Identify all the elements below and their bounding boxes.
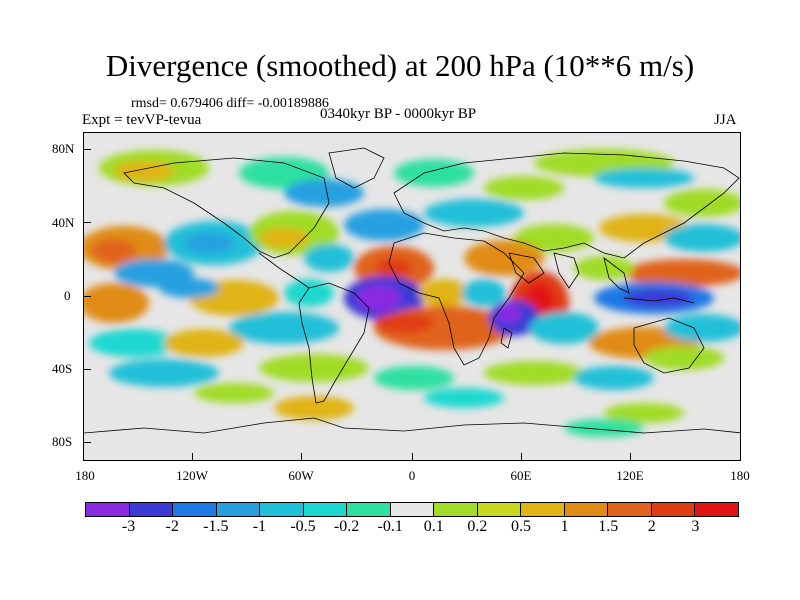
y-label-0: 0 xyxy=(64,288,71,303)
field-svg xyxy=(84,147,740,437)
season-label: JJA xyxy=(714,112,737,128)
colorbar-segment xyxy=(129,503,174,516)
colorbar-segment xyxy=(477,503,522,516)
y-tick-80s xyxy=(83,442,91,443)
colorbar-segment xyxy=(173,503,217,516)
colorbar-segment xyxy=(86,503,130,516)
colorbar-label: -1 xyxy=(252,518,267,535)
colorbar-segment xyxy=(651,503,696,516)
chart-title: Divergence (smoothed) at 200 hPa (10**6 … xyxy=(105,48,695,83)
period-label: 0340kyr BP - 0000kyr BP xyxy=(320,106,477,122)
colorbar-label: 2 xyxy=(647,518,656,535)
y-label-80n: 80N xyxy=(52,141,75,156)
x-label-60e: 60E xyxy=(510,468,532,483)
colorbar-label: -0.5 xyxy=(290,518,316,535)
x-tick-120e xyxy=(630,453,631,461)
divergence-field xyxy=(84,149,740,437)
colorbar-label: -0.2 xyxy=(333,518,360,535)
colorbar-label: -0.1 xyxy=(377,518,403,535)
colorbar-segment xyxy=(608,503,652,516)
colorbar-segment xyxy=(347,503,391,516)
x-label-60w: 60W xyxy=(288,468,314,483)
x-tick-60e xyxy=(521,453,522,461)
colorbar-segment xyxy=(564,503,609,516)
divergence-map xyxy=(83,132,741,461)
colorbar-label: 0.1 xyxy=(423,518,444,535)
colorbar-label: -3 xyxy=(121,518,136,535)
x-label-120w: 120W xyxy=(176,468,208,483)
colorbar-segment xyxy=(434,503,478,516)
y-tick-40s xyxy=(83,369,91,370)
colorbar-label: 3 xyxy=(691,518,700,535)
colorbar xyxy=(85,502,739,517)
colorbar-label: 0.5 xyxy=(511,518,531,535)
x-tick-60w xyxy=(301,453,302,461)
x-label-120e: 120E xyxy=(616,468,644,483)
x-tick-0 xyxy=(412,453,413,461)
colorbar-segment xyxy=(390,503,435,516)
colorbar-label: -2 xyxy=(165,518,179,535)
colorbar-label: 0.2 xyxy=(467,518,488,535)
x-tick-120w xyxy=(192,453,193,461)
experiment-label: Expt = tevVP-tevua xyxy=(82,112,202,128)
colorbar-segment xyxy=(521,503,565,516)
y-tick-0 xyxy=(83,296,91,297)
y-label-40n: 40N xyxy=(52,215,75,230)
x-label-180e: 180 xyxy=(730,468,750,483)
colorbar-label: 1.5 xyxy=(598,518,619,535)
colorbar-label: 1 xyxy=(560,518,569,535)
colorbar-label: -1.5 xyxy=(203,518,229,535)
y-label-80s: 80S xyxy=(52,434,73,449)
colorbar-segment xyxy=(303,503,348,516)
y-tick-40n xyxy=(83,222,91,223)
y-tick-80n xyxy=(83,149,91,150)
coastlines xyxy=(84,147,740,434)
stats-text: rmsd= 0.679406 diff= -0.00189886 xyxy=(131,96,329,111)
colorbar-segment xyxy=(216,503,261,516)
x-label-0: 0 xyxy=(408,468,416,483)
colorbar-segment xyxy=(260,503,304,516)
colorbar-segment xyxy=(695,503,738,516)
x-label-180w: 180 xyxy=(75,468,95,483)
y-label-40s: 40S xyxy=(52,361,73,376)
